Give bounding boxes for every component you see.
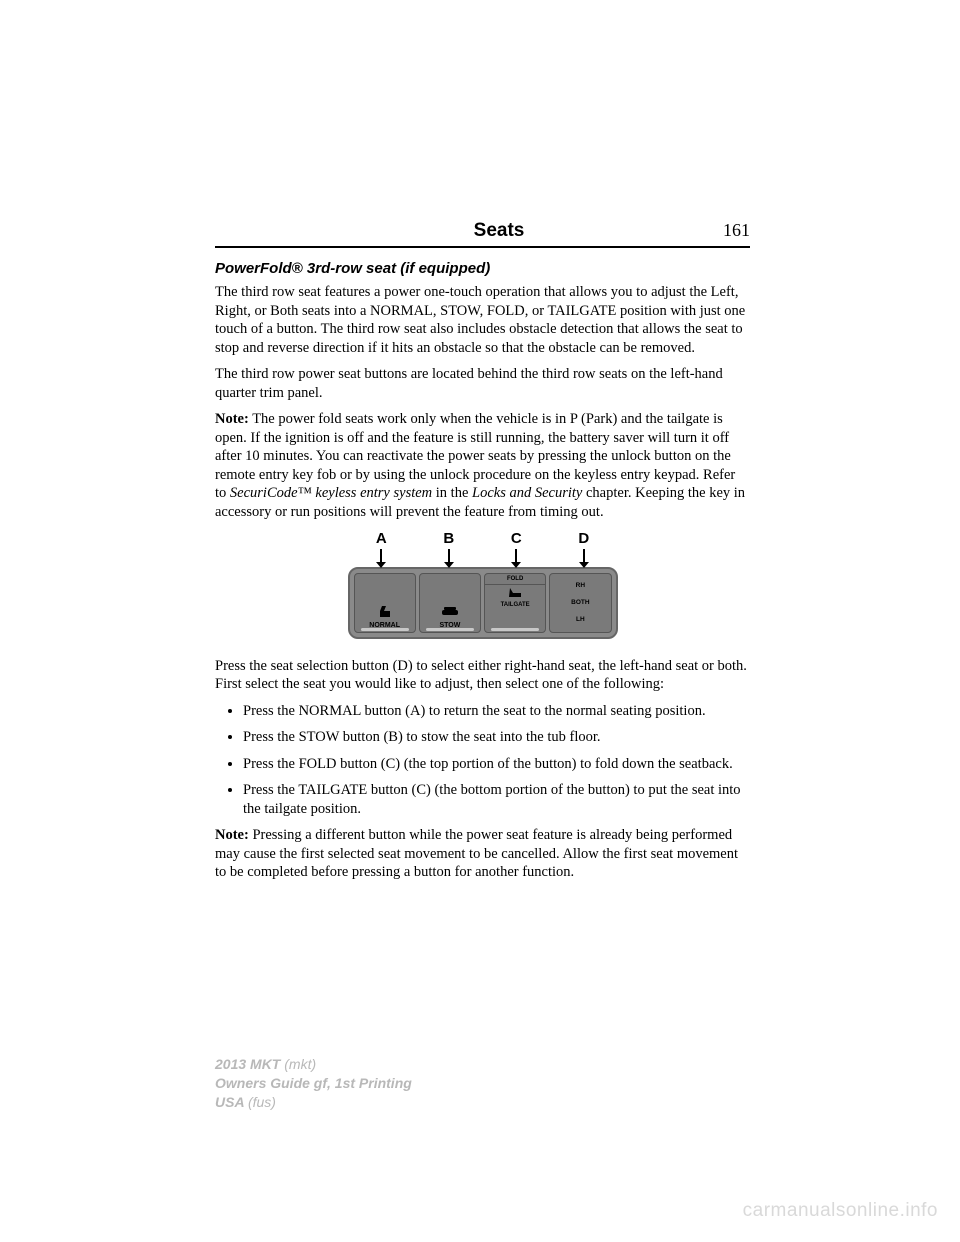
seat-fold-icon bbox=[507, 585, 523, 602]
diagram-arrows bbox=[348, 549, 618, 563]
watermark: carmanualsonline.info bbox=[743, 1200, 938, 1222]
page-header: Seats 161 bbox=[215, 220, 750, 248]
label-b: B bbox=[443, 530, 454, 547]
label-d: D bbox=[578, 530, 589, 547]
arrow-icon bbox=[515, 549, 517, 563]
normal-button: NORMAL bbox=[354, 573, 416, 633]
note-text: Pressing a different button while the po… bbox=[215, 827, 738, 880]
footer-block: 2013 MKT (mkt) Owners Guide gf, 1st Prin… bbox=[215, 1055, 412, 1112]
note-label: Note: bbox=[215, 827, 249, 843]
seat-select-button: RH BOTH LH bbox=[549, 573, 611, 633]
seat-control-panel: NORMAL STOW FOLD TAILGATE bbox=[348, 567, 618, 639]
footer-line: 2013 MKT (mkt) bbox=[215, 1055, 412, 1074]
fold-label: FOLD bbox=[485, 574, 545, 585]
arrow-icon bbox=[380, 549, 382, 563]
footer-code: (fus) bbox=[248, 1094, 276, 1110]
footer-line: Owners Guide gf, 1st Printing bbox=[215, 1074, 412, 1093]
button-indicator bbox=[491, 628, 539, 631]
button-panel-diagram: A B C D NORMAL bbox=[215, 530, 750, 639]
note-text: in the bbox=[432, 485, 472, 501]
page-content: Seats 161 PowerFold® 3rd-row seat (if eq… bbox=[0, 0, 960, 882]
fold-tailgate-button: FOLD TAILGATE bbox=[484, 573, 546, 633]
button-indicator bbox=[361, 628, 409, 631]
label-a: A bbox=[376, 530, 387, 547]
stow-button: STOW bbox=[419, 573, 481, 633]
seat-normal-icon bbox=[375, 600, 395, 622]
both-label: BOTH bbox=[571, 599, 589, 606]
chapter-title: Seats bbox=[215, 220, 723, 242]
reference-italic: SecuriCode™ keyless entry system bbox=[230, 485, 432, 501]
note-label: Note: bbox=[215, 411, 249, 427]
section-heading: PowerFold® 3rd-row seat (if equipped) bbox=[215, 260, 750, 277]
tailgate-label: TAILGATE bbox=[501, 602, 530, 608]
list-item: Press the NORMAL button (A) to return th… bbox=[243, 702, 750, 721]
footer-model: 2013 MKT bbox=[215, 1056, 284, 1072]
label-c: C bbox=[511, 530, 522, 547]
lh-label: LH bbox=[576, 616, 585, 623]
paragraph: The third row seat features a power one-… bbox=[215, 283, 750, 357]
list-item: Press the FOLD button (C) (the top porti… bbox=[243, 755, 750, 774]
note-paragraph: Note: Pressing a different button while … bbox=[215, 826, 750, 882]
paragraph: The third row power seat buttons are loc… bbox=[215, 365, 750, 402]
button-indicator bbox=[426, 628, 474, 631]
note-paragraph: Note: The power fold seats work only whe… bbox=[215, 410, 750, 521]
seat-stow-icon bbox=[440, 600, 460, 622]
list-item: Press the TAILGATE button (C) (the botto… bbox=[243, 781, 750, 818]
footer-code: (mkt) bbox=[284, 1056, 316, 1072]
arrow-icon bbox=[583, 549, 585, 563]
bullet-list: Press the NORMAL button (A) to return th… bbox=[215, 702, 750, 819]
paragraph: Press the seat selection button (D) to s… bbox=[215, 657, 750, 694]
rh-label: RH bbox=[576, 582, 585, 589]
arrow-icon bbox=[448, 549, 450, 563]
footer-line: USA (fus) bbox=[215, 1093, 412, 1112]
list-item: Press the STOW button (B) to stow the se… bbox=[243, 728, 750, 747]
reference-italic: Locks and Security bbox=[472, 485, 582, 501]
footer-region: USA bbox=[215, 1094, 248, 1110]
diagram-inner: A B C D NORMAL bbox=[348, 530, 618, 639]
diagram-labels: A B C D bbox=[348, 530, 618, 547]
page-number: 161 bbox=[723, 220, 750, 241]
